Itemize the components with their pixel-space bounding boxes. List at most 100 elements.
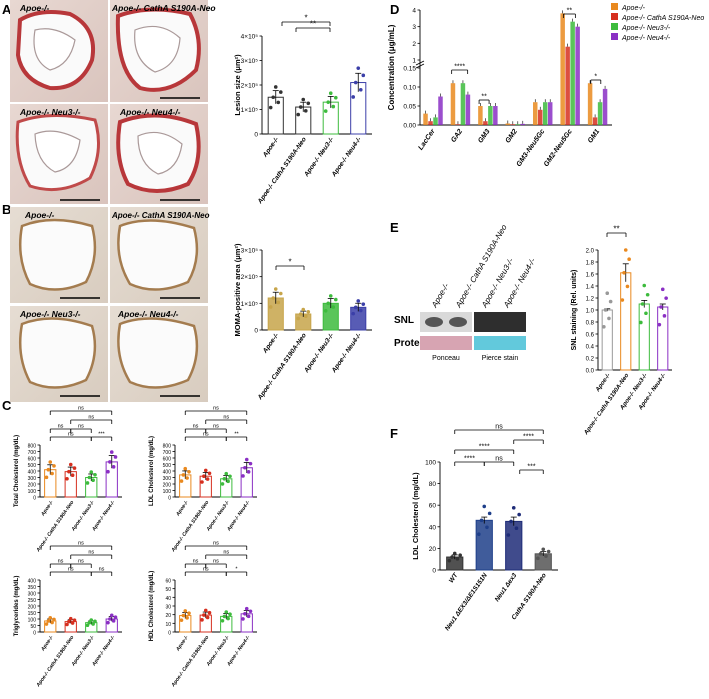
x-tick-label: Apoe-/- Neu3-/- — [303, 136, 336, 179]
panel-letter-f: F — [390, 426, 398, 441]
data-point — [627, 257, 631, 261]
data-point — [222, 477, 227, 481]
y-tick-label: 0.00 — [403, 123, 416, 130]
x-tick-label: GM2-Neu5Gc — [543, 128, 574, 168]
data-point — [185, 476, 189, 480]
y-tick-label: 0.6 — [586, 333, 595, 339]
data-point — [306, 309, 311, 314]
x-tick-label: GM3-Neu5Gc — [515, 128, 546, 168]
bar — [428, 121, 433, 125]
sig-label: ns — [495, 456, 503, 463]
data-point — [243, 465, 247, 470]
axis-break — [415, 63, 425, 69]
bar — [575, 26, 580, 126]
data-point — [273, 85, 278, 89]
y-axis-label: HDL Cholesterol (mg/dL) — [149, 571, 155, 642]
ponceau-strip — [420, 336, 472, 350]
data-point — [93, 472, 97, 477]
data-point — [536, 556, 540, 561]
data-point — [657, 322, 662, 327]
data-point — [108, 617, 112, 621]
data-point — [93, 619, 97, 624]
data-point — [361, 73, 366, 78]
sig-label: ns — [223, 550, 229, 556]
data-point — [608, 299, 613, 304]
x-tick-label: Neu1 Δex3 — [494, 572, 519, 603]
y-tick-label: 800 — [163, 444, 172, 450]
x-tick-label: GM2 — [505, 128, 519, 145]
data-point — [640, 302, 645, 306]
y-tick-label: 800 — [28, 444, 37, 450]
data-point — [181, 473, 186, 477]
sig-label: ns — [495, 424, 503, 431]
y-tick-label: 60 — [165, 579, 171, 585]
panel-d-legend: Apoe-/- Apoe-/- CathA S190A-Neo Apoe-/- … — [611, 3, 704, 42]
data-point — [226, 479, 230, 484]
bar — [505, 520, 523, 571]
data-point — [303, 109, 308, 113]
y-tick-label: 700 — [163, 450, 172, 456]
data-point — [46, 619, 51, 623]
data-point — [224, 471, 229, 476]
vessel-lumen — [137, 131, 183, 175]
x-tick-label: Apoe-/- CathA S190A-Neo — [256, 136, 308, 206]
stain-label: Pierce stain — [482, 355, 519, 362]
bar — [638, 303, 650, 371]
data-point — [50, 620, 54, 625]
micro-label: Apoe-/- — [19, 3, 49, 13]
data-point — [243, 612, 247, 616]
y-tick-label: 4×10⁵ — [241, 34, 259, 41]
sig-label: ns — [58, 559, 64, 565]
bar — [488, 106, 493, 125]
data-point — [72, 618, 77, 622]
bar — [510, 124, 516, 125]
data-point — [326, 100, 331, 104]
data-point — [87, 475, 92, 480]
bar — [597, 102, 603, 125]
sig-label: ns — [213, 559, 219, 565]
x-tick-label: Apoe-/- Neu4-/- — [330, 136, 363, 179]
blot-lane-label: Apoe-/- CathA S190A-Neo — [453, 223, 509, 310]
sig-label: * — [304, 14, 307, 23]
y-tick-label: 0 — [168, 631, 171, 637]
data-point — [207, 610, 212, 615]
data-point — [306, 101, 311, 106]
sig-label: ns — [223, 415, 229, 421]
data-point — [113, 615, 118, 619]
data-point — [644, 311, 648, 316]
x-tick-label: GM3 — [477, 128, 491, 145]
sig-label: ** — [310, 20, 316, 29]
sig-label: *** — [98, 432, 105, 438]
bar — [657, 306, 669, 371]
data-point — [298, 105, 303, 109]
x-tick-label: Apoe-/- CathA S190A-Neo — [170, 635, 210, 689]
x-tick-label: Apoe-/- — [261, 136, 280, 159]
legend-entry: Apoe-/- Neu3-/- — [621, 25, 671, 32]
data-point — [222, 614, 227, 619]
y-tick-label: 300 — [163, 476, 172, 482]
data-point — [447, 558, 452, 563]
data-point — [452, 551, 457, 556]
data-point — [351, 95, 356, 99]
data-point — [224, 610, 229, 614]
sig-label: ns — [78, 559, 84, 565]
y-tick-label: 150 — [28, 611, 37, 617]
x-tick-label: Apoe-/- Neu4-/- — [330, 332, 363, 375]
sig-label: ns — [68, 567, 74, 573]
sig-label: ns — [58, 424, 64, 430]
y-tick-label: 100 — [28, 618, 37, 624]
data-point — [605, 291, 610, 296]
micro-label: Apoe-/- CathA S190A-Neo — [111, 3, 216, 13]
data-point — [487, 511, 492, 516]
micro-label: Apoe-/- Neu3-/- — [19, 107, 81, 117]
micro-label: Apoe-/- CathA S190A-Neo — [111, 211, 210, 220]
data-point — [48, 616, 53, 620]
y-tick-label: 20 — [429, 546, 437, 553]
y-tick-label: 1 — [412, 58, 416, 65]
data-point — [179, 618, 184, 622]
legend-swatch — [611, 3, 618, 10]
y-tick-label: 3×10⁵ — [241, 58, 259, 65]
y-tick-label: 3×10⁵ — [241, 248, 259, 255]
data-point — [546, 549, 551, 554]
data-point — [228, 474, 232, 479]
